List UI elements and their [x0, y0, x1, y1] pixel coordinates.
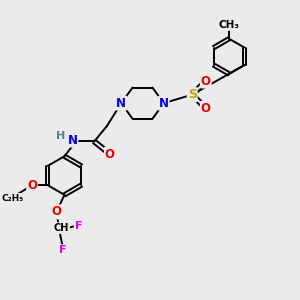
- Text: O: O: [105, 148, 115, 161]
- Text: CH₃: CH₃: [219, 20, 240, 30]
- Text: O: O: [201, 74, 211, 88]
- Text: N: N: [68, 134, 77, 147]
- Text: S: S: [188, 88, 197, 101]
- Text: N: N: [159, 97, 169, 110]
- Text: F: F: [59, 245, 67, 255]
- Text: N: N: [116, 97, 126, 110]
- Text: O: O: [27, 179, 37, 192]
- Text: H: H: [56, 131, 65, 141]
- Text: CH: CH: [54, 223, 69, 233]
- Text: F: F: [75, 221, 82, 231]
- Text: O: O: [201, 102, 211, 115]
- Text: C₂H₅: C₂H₅: [2, 194, 24, 203]
- Text: O: O: [52, 206, 61, 218]
